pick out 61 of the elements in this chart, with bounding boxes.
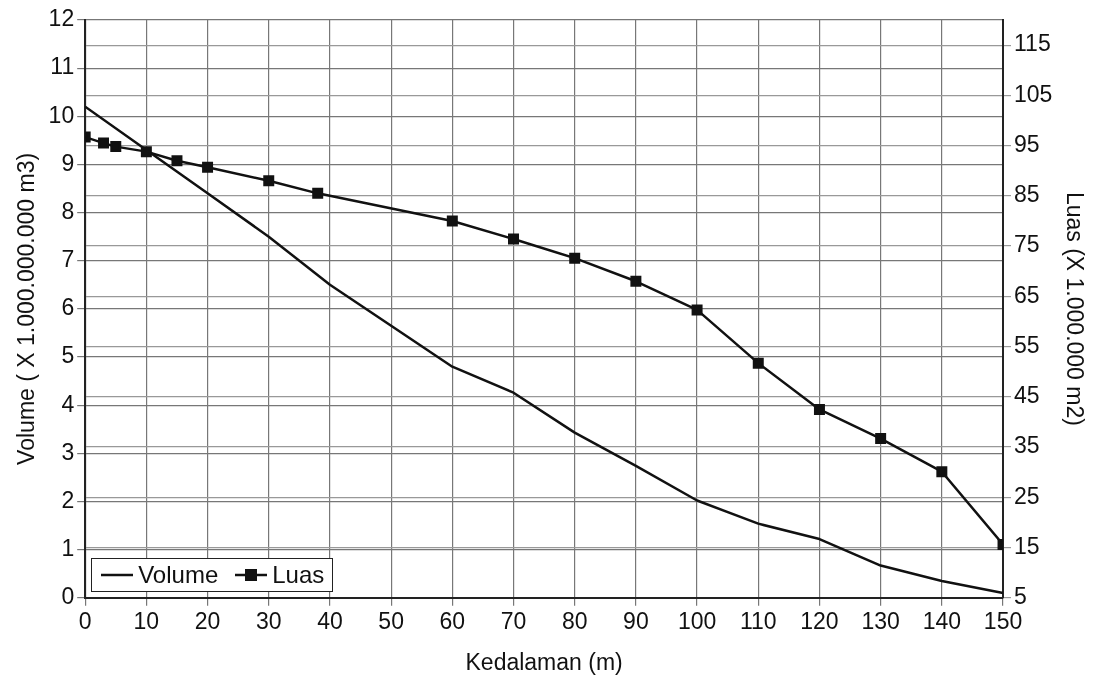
y-tick-label: 11 — [50, 53, 75, 80]
x-tick-label: 130 — [861, 607, 900, 634]
y2-tick-label: 65 — [1014, 281, 1040, 308]
x-tick-label: 80 — [561, 607, 588, 634]
x-tick-label: 20 — [194, 607, 221, 634]
x-tick-label: 140 — [922, 607, 962, 634]
y2-tick-label: 45 — [1014, 382, 1040, 409]
y-tick-label: 4 — [61, 390, 75, 417]
y-tick-label: 8 — [61, 197, 75, 224]
y2-tick-label: 55 — [1014, 331, 1040, 358]
point — [752, 357, 764, 369]
y-axis-title: Volume ( X 1.000.000.000 m3) — [13, 152, 40, 465]
y-tick-label: 1 — [61, 534, 75, 561]
legend-label: Luas — [272, 560, 325, 589]
y2-tick-label: 105 — [1014, 80, 1053, 107]
x-tick-label: 110 — [739, 607, 777, 634]
y2-tick-label: 5 — [1014, 583, 1027, 610]
x-tick-label: 120 — [800, 607, 839, 634]
y-tick-label: 3 — [61, 438, 75, 465]
x-tick-label: 40 — [317, 607, 343, 634]
point — [936, 466, 948, 478]
point — [691, 304, 703, 316]
x-tick-label: 10 — [133, 607, 160, 634]
point — [171, 155, 183, 167]
y2-tick-label: 85 — [1014, 181, 1040, 208]
y2-tick-label: 75 — [1014, 231, 1040, 258]
x-tick-label: 50 — [378, 607, 404, 634]
point — [110, 141, 122, 153]
x-tick-label: 70 — [500, 607, 527, 634]
y2-tick-label: 115 — [1014, 30, 1051, 57]
x-tick-label: 0 — [78, 607, 92, 634]
x-tick-label: 100 — [677, 607, 717, 634]
legend-label: Volume — [138, 560, 219, 589]
point — [508, 233, 519, 245]
point — [98, 137, 110, 149]
y-tick-label: 10 — [48, 101, 75, 128]
x-axis-title: Kedalaman (m) — [465, 648, 623, 675]
y2-tick-label: 15 — [1014, 532, 1040, 559]
y-tick-label: 7 — [61, 246, 75, 273]
y-tick-label: 2 — [61, 486, 75, 513]
x-tick-label: 60 — [439, 607, 466, 634]
y-tick-label: 12 — [48, 5, 75, 32]
point — [263, 175, 275, 187]
point — [630, 275, 642, 287]
y-tick-label: 5 — [61, 342, 75, 369]
point — [813, 403, 825, 415]
y2-axis-title: Luas (X 1.000.000 m2) — [1061, 191, 1088, 426]
x-tick-label: 30 — [255, 607, 282, 634]
y-tick-label: 6 — [61, 294, 75, 321]
x-tick-label: 90 — [623, 607, 649, 634]
y2-tick-label: 95 — [1014, 130, 1040, 157]
y2-tick-label: 25 — [1014, 482, 1040, 509]
point — [446, 215, 458, 227]
x-tick-label: 150 — [983, 607, 1023, 634]
point — [312, 187, 324, 199]
point — [202, 161, 214, 173]
point — [569, 252, 581, 264]
point — [875, 433, 887, 445]
y-tick-label: 0 — [61, 583, 75, 610]
y-tick-label: 9 — [61, 149, 75, 176]
y2-tick-label: 35 — [1014, 432, 1040, 459]
